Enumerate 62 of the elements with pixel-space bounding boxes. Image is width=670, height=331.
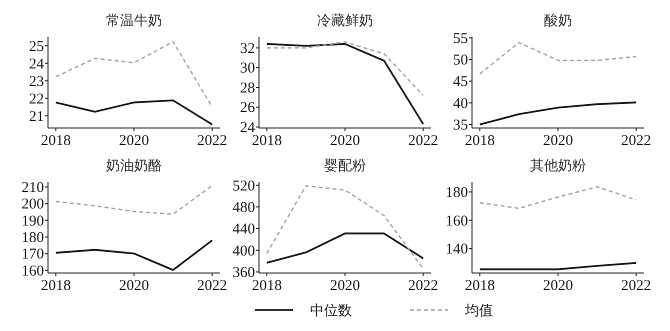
y-tick-label: 160 [22, 263, 44, 280]
y-tick-label: 520 [232, 178, 255, 194]
line-series [54, 99, 214, 126]
x-tick-label: 2022 [621, 133, 652, 149]
line-series [478, 102, 638, 126]
x-tick-label: 2020 [119, 278, 149, 294]
y-tick-label: 35 [453, 118, 468, 134]
x-tick-label: 2018 [40, 278, 71, 294]
y-tick-label: 140 [446, 242, 468, 258]
chart-title: 其他奶粉 [530, 158, 586, 174]
x-tick-label: 2020 [543, 278, 573, 294]
y-tick-label: 40 [453, 96, 468, 112]
x-tick-label: 2020 [119, 133, 149, 149]
line-series [266, 185, 424, 270]
y-tick-label: 440 [232, 222, 255, 238]
y-tick-label: 50 [453, 52, 468, 69]
y-tick-label: 180 [22, 230, 44, 246]
x-tick-label: 2018 [252, 278, 282, 294]
line-series [266, 41, 424, 96]
x-tick-label: 2022 [408, 278, 438, 294]
y-tick-label: 45 [453, 74, 468, 90]
x-tick-label: 2020 [543, 133, 573, 149]
x-tick-label: 2018 [464, 278, 495, 294]
x-tick-label: 2018 [40, 133, 71, 149]
y-tick-label: 160 [446, 213, 468, 230]
y-tick-label: 210 [22, 180, 44, 196]
y-tick-label: 200 [22, 196, 44, 213]
y-tick-label: 190 [22, 213, 44, 230]
line-series [55, 184, 213, 215]
y-tick-label: 21 [29, 108, 44, 125]
legend-label: 中位数 [310, 303, 352, 319]
y-tick-label: 360 [232, 264, 255, 281]
y-tick-label: 32 [240, 40, 255, 57]
x-tick-label: 2022 [621, 278, 652, 294]
line-series [266, 43, 424, 125]
chart-title: 冷藏鲜奶 [317, 13, 373, 29]
y-tick-label: 22 [29, 91, 44, 108]
x-tick-label: 2022 [408, 133, 438, 149]
x-tick-label: 2020 [330, 133, 360, 149]
y-tick-label: 30 [240, 60, 255, 77]
x-tick-label: 2020 [330, 278, 360, 294]
y-tick-label: 23 [29, 74, 44, 90]
y-tick-label: 25 [29, 38, 44, 55]
y-tick-label: 180 [446, 184, 468, 201]
line-series [479, 186, 637, 210]
x-tick-label: 2018 [464, 133, 495, 149]
y-tick-label: 24 [29, 56, 44, 72]
x-tick-label: 2022 [197, 133, 228, 149]
chart-title: 酸奶 [544, 13, 572, 29]
y-tick-label: 480 [232, 200, 255, 216]
x-tick-label: 2022 [197, 278, 228, 294]
line-series [479, 42, 637, 75]
y-tick-label: 26 [240, 100, 256, 116]
line-series [266, 232, 424, 264]
chart-title: 奶油奶酪 [106, 158, 162, 174]
y-tick-label: 400 [232, 243, 255, 260]
chart-title: 婴配粉 [324, 158, 366, 174]
chart-title: 常温牛奶 [106, 13, 162, 29]
y-tick-label: 170 [22, 246, 44, 263]
legend-label: 均值 [464, 303, 493, 319]
y-tick-label: 28 [240, 80, 255, 96]
y-tick-label: 55 [453, 30, 468, 47]
